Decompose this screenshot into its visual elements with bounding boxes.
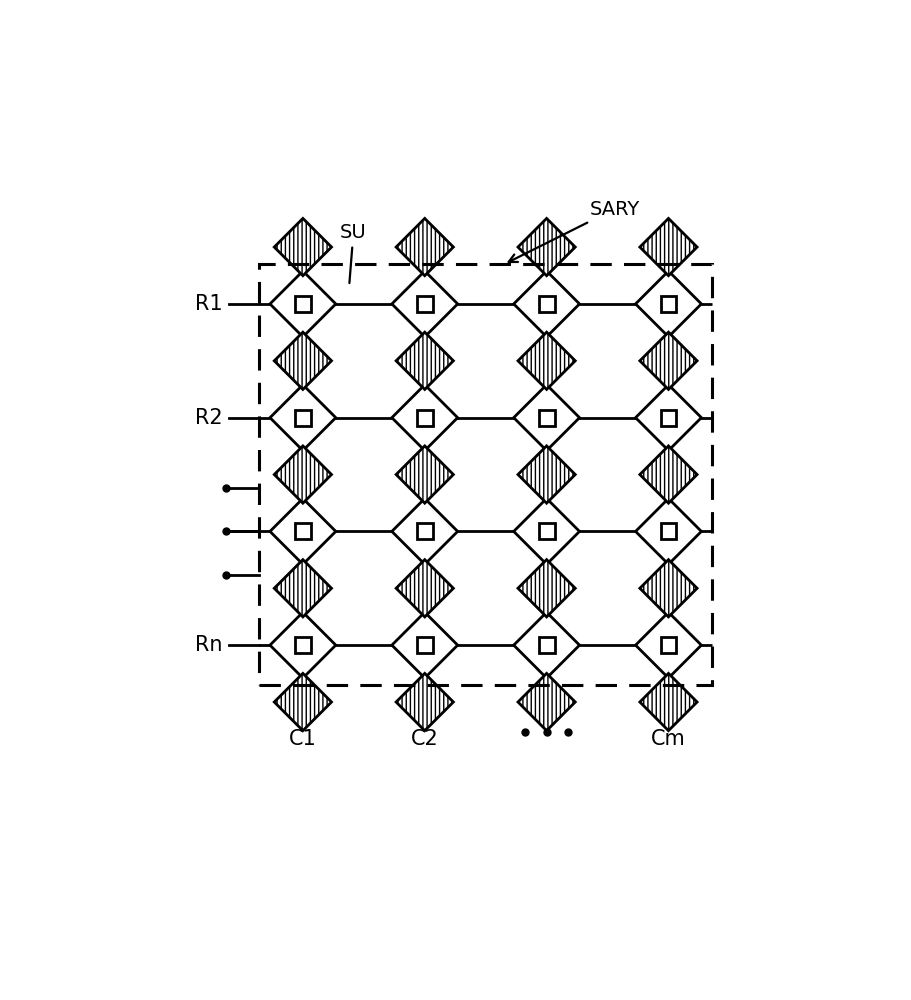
Bar (294, 410, 311, 426)
Polygon shape (270, 499, 335, 564)
Text: R2: R2 (195, 408, 222, 428)
Bar (294, 523, 311, 539)
Bar (660, 410, 676, 426)
Polygon shape (635, 385, 701, 451)
Bar (294, 637, 311, 653)
Polygon shape (640, 446, 696, 503)
Polygon shape (513, 499, 578, 564)
Text: C2: C2 (411, 729, 438, 749)
Polygon shape (270, 385, 335, 451)
Polygon shape (392, 385, 457, 451)
Polygon shape (640, 560, 696, 617)
Polygon shape (395, 673, 453, 731)
Bar (416, 637, 432, 653)
Bar (538, 410, 554, 426)
Polygon shape (274, 446, 332, 503)
Text: Cm: Cm (650, 729, 685, 749)
Text: C1: C1 (289, 729, 316, 749)
Bar (416, 523, 432, 539)
Polygon shape (640, 332, 696, 389)
Bar (294, 296, 311, 312)
Bar (660, 637, 676, 653)
Polygon shape (513, 271, 578, 337)
Bar (538, 637, 554, 653)
Bar (416, 296, 432, 312)
Polygon shape (517, 332, 575, 389)
Polygon shape (395, 218, 453, 276)
Polygon shape (640, 218, 696, 276)
Text: SARY: SARY (508, 200, 639, 262)
Text: Rn: Rn (195, 635, 222, 655)
Bar (259, 264, 711, 685)
Text: R1: R1 (195, 294, 222, 314)
Polygon shape (513, 385, 578, 451)
Bar (538, 523, 554, 539)
Bar (660, 523, 676, 539)
Polygon shape (395, 332, 453, 389)
Polygon shape (274, 673, 332, 731)
Bar (660, 296, 676, 312)
Polygon shape (274, 218, 332, 276)
Polygon shape (635, 499, 701, 564)
Polygon shape (270, 271, 335, 337)
Polygon shape (517, 218, 575, 276)
Polygon shape (640, 673, 696, 731)
Polygon shape (395, 446, 453, 503)
Polygon shape (517, 560, 575, 617)
Polygon shape (395, 560, 453, 617)
Polygon shape (270, 612, 335, 678)
Polygon shape (513, 612, 578, 678)
Polygon shape (392, 271, 457, 337)
Polygon shape (517, 673, 575, 731)
Polygon shape (517, 446, 575, 503)
Text: SU: SU (340, 223, 366, 283)
Polygon shape (635, 612, 701, 678)
Polygon shape (274, 332, 332, 389)
Polygon shape (274, 560, 332, 617)
Bar (538, 296, 554, 312)
Polygon shape (392, 499, 457, 564)
Bar (416, 410, 432, 426)
Polygon shape (635, 271, 701, 337)
Polygon shape (392, 612, 457, 678)
